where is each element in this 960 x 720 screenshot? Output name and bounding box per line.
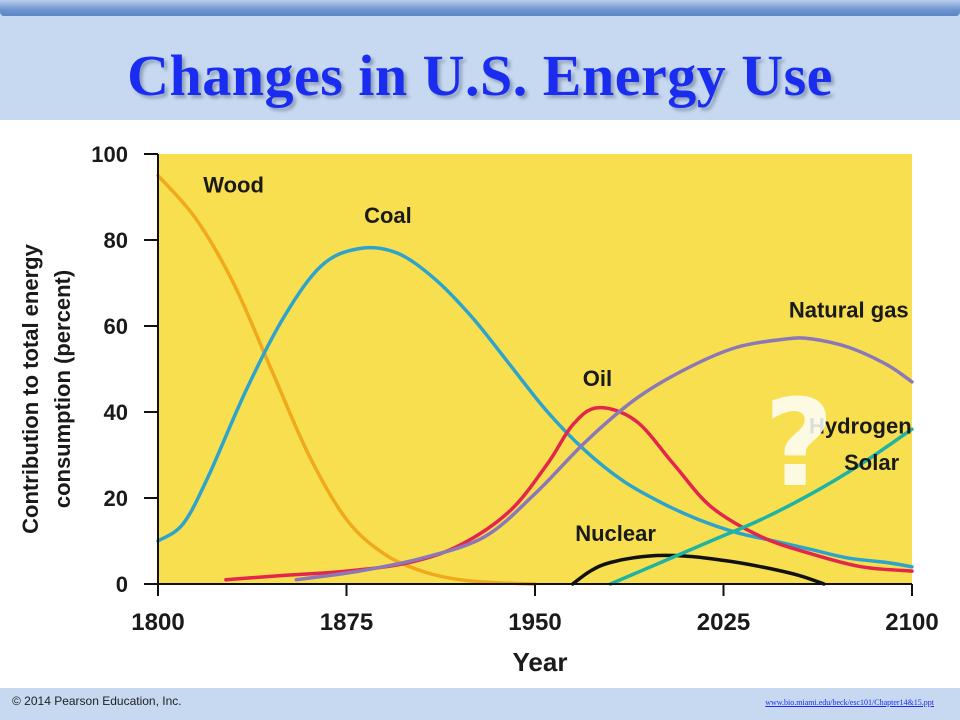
- series-label-hydrogen: Hydrogen: [809, 414, 912, 439]
- plot-area: [158, 154, 912, 584]
- top-accent-bar: [0, 0, 960, 16]
- y-tick-label: 40: [104, 400, 128, 425]
- y-axis-label-line2: consumption (percent): [50, 270, 75, 508]
- x-axis-label: Year: [513, 647, 568, 677]
- y-tick-label: 80: [104, 228, 128, 253]
- series-line-nuclear: [570, 553, 826, 586]
- footer-source-link[interactable]: www.bio.miami.edu/beck/esc101/Chapter14&…: [765, 698, 934, 707]
- x-tick-label: 2025: [697, 609, 750, 636]
- y-tick-label: 0: [116, 572, 128, 597]
- x-tick-label: 1800: [131, 609, 184, 636]
- y-tick-label: 100: [91, 142, 128, 167]
- energy-use-chart: 0 20 40 60 80 100 1800 1875 1950 2025 2100 Wood Coa…: [18, 142, 939, 677]
- y-tick-label: 60: [104, 314, 128, 339]
- series-line-coal: [156, 245, 914, 569]
- footer-copyright: © 2014 Pearson Education, Inc.: [12, 694, 182, 708]
- series-label-nuclear: Nuclear: [575, 521, 656, 546]
- series-line-natural-gas: [294, 336, 914, 582]
- x-tick-label: 1950: [508, 609, 561, 636]
- series-line-wood: [156, 173, 537, 586]
- series-labels: Wood Coal Oil Natural gas Hydrogen Solar Nucle…: [203, 173, 911, 546]
- series-lines: [156, 173, 914, 586]
- question-mark-annotation: ?: [764, 375, 834, 514]
- x-tick-label: 2100: [885, 609, 938, 636]
- series-line-hydrogen-solar: [608, 427, 914, 586]
- axes: 0 20 40 60 80 100 1800 1875 1950 2025 2100: [91, 142, 938, 636]
- series-label-wood: Wood: [203, 173, 264, 198]
- series-label-natural-gas: Natural gas: [789, 297, 909, 322]
- y-tick-label: 20: [104, 486, 128, 511]
- y-axis-label: Contribution to total energy: [18, 243, 43, 533]
- x-tick-label: 1875: [320, 609, 373, 636]
- series-label-coal: Coal: [364, 203, 412, 228]
- series-label-solar: Solar: [844, 450, 899, 475]
- series-label-oil: Oil: [583, 366, 612, 391]
- slide-title: Changes in U.S. Energy Use: [127, 43, 833, 108]
